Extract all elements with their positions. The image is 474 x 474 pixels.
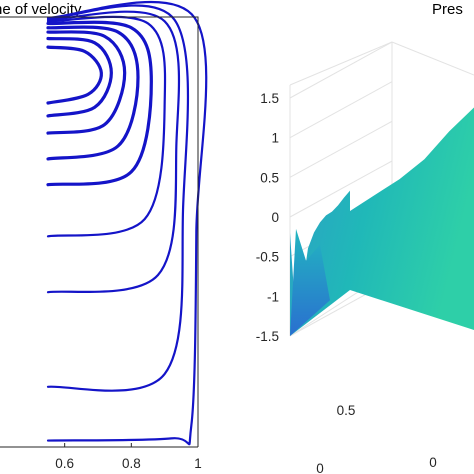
streamline <box>46 45 103 105</box>
pressure-surface-edge <box>290 228 330 336</box>
streamline <box>46 10 181 294</box>
grid-line <box>289 81 393 139</box>
grid-line <box>391 41 474 76</box>
pressure-title: Pres <box>432 1 463 18</box>
grid-line <box>289 41 393 86</box>
streamline <box>46 4 190 392</box>
grid-line <box>289 120 393 178</box>
y-tick-label: 0 <box>429 455 437 470</box>
x-tick-label: 0 <box>316 461 324 474</box>
z-tick-label: -0.5 <box>256 250 279 265</box>
pressure-panel: Pres 1.5 1 0.5 0 -0.5 -1 -1.5 0.5 0 0 <box>256 1 474 474</box>
streamline-panel: ne of velocity 0.6 0.8 1 <box>0 0 208 471</box>
streamline <box>46 25 140 161</box>
streamline <box>46 36 113 118</box>
streamline-title: ne of velocity <box>0 1 82 18</box>
streamline <box>46 20 153 187</box>
z-tick-label: 0.5 <box>260 170 279 185</box>
x-tick-label: 0.5 <box>337 403 356 418</box>
streamline-lines <box>46 0 208 446</box>
streamline-x-ticks: 0.6 0.8 1 <box>55 443 202 471</box>
grid-line <box>289 41 393 99</box>
z-tick-label: 1.5 <box>260 91 279 106</box>
pressure-surface <box>290 107 474 336</box>
z-tick-label: -1.5 <box>256 329 279 344</box>
x-tick-label: 0.8 <box>122 456 141 471</box>
streamline-axes-box <box>0 16 199 447</box>
x-tick-label: 0.6 <box>55 456 74 471</box>
z-tick-label: 0 <box>271 210 279 225</box>
z-tick-label: -1 <box>267 289 279 304</box>
streamline <box>46 30 127 135</box>
grid-line <box>289 160 393 218</box>
x-tick-label: 1 <box>194 456 202 471</box>
pressure-surface-body <box>290 107 474 336</box>
streamline <box>46 0 208 446</box>
z-tick-label: 1 <box>271 131 279 146</box>
pressure-ticks: 1.5 1 0.5 0 -0.5 -1 -1.5 0.5 0 0 <box>256 91 437 474</box>
pressure-grid <box>289 41 474 337</box>
